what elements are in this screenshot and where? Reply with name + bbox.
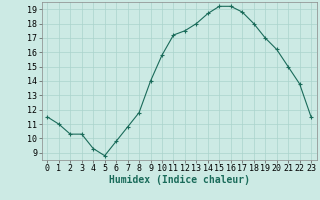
X-axis label: Humidex (Indice chaleur): Humidex (Indice chaleur) <box>109 175 250 185</box>
